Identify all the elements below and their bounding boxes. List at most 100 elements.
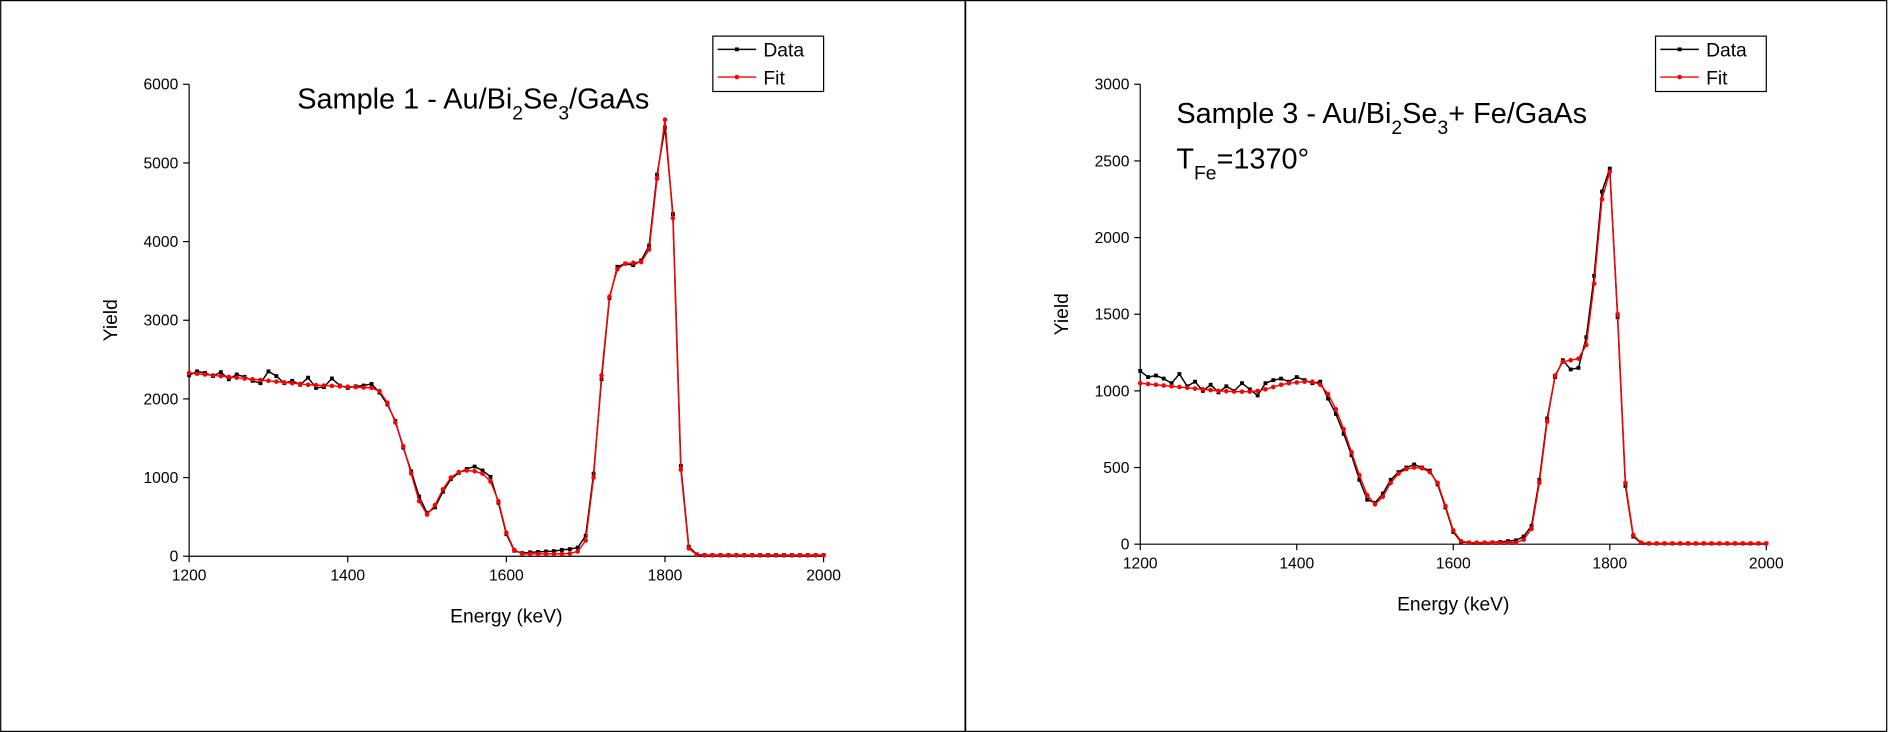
data-point	[1310, 379, 1315, 384]
data-point	[400, 443, 406, 449]
series	[1138, 166, 1769, 546]
data-point	[1240, 381, 1244, 386]
series-line	[1140, 171, 1767, 545]
data-point	[1216, 388, 1221, 394]
data-point	[757, 553, 763, 558]
data-point	[1224, 384, 1229, 389]
data-point	[1224, 388, 1229, 394]
data-point	[1326, 396, 1330, 401]
chart-title-part: Se	[1402, 98, 1437, 130]
data-point	[1208, 382, 1213, 387]
annotation-part: T	[1176, 144, 1194, 176]
data-point	[765, 553, 771, 558]
data-point	[1591, 281, 1597, 286]
data-point	[813, 553, 818, 558]
data-point	[408, 471, 414, 476]
data-point	[1677, 47, 1682, 52]
panel-border	[965, 0, 1888, 732]
data-point	[1263, 381, 1268, 386]
data-point	[1756, 541, 1761, 546]
chart-title-part: 3	[558, 103, 569, 124]
data-point	[258, 381, 263, 386]
data-point	[218, 373, 224, 379]
data-point	[1521, 537, 1526, 542]
data-point	[694, 552, 699, 557]
x-axis-label: Energy (keV)	[450, 606, 562, 627]
data-point	[1325, 391, 1331, 397]
data-point	[1270, 384, 1276, 390]
data-point	[1474, 540, 1480, 545]
data-point	[488, 479, 493, 484]
y-tick-label: 1000	[143, 470, 178, 487]
data-point	[1419, 466, 1425, 471]
data-point	[599, 373, 604, 378]
data-point	[615, 266, 620, 272]
data-point	[1169, 381, 1174, 386]
data-point	[591, 475, 596, 480]
data-point	[615, 264, 620, 269]
data-point	[1302, 379, 1307, 384]
data-point	[797, 553, 803, 558]
data-point	[575, 549, 581, 554]
y-tick-label: 1500	[1095, 307, 1130, 324]
data-point	[544, 549, 548, 554]
data-point	[226, 377, 231, 382]
y-axis-label: Yield	[1052, 293, 1073, 335]
data-point	[1443, 503, 1448, 509]
legend-box	[712, 35, 825, 93]
x-tick-label: 1800	[1592, 555, 1627, 572]
data-point	[440, 487, 446, 492]
y-tick-label: 5000	[143, 155, 178, 172]
data-point	[1412, 462, 1417, 467]
series	[187, 125, 826, 557]
x-tick-label: 1200	[172, 567, 207, 584]
data-point	[1584, 335, 1589, 340]
data-point	[749, 553, 755, 558]
y-tick-label: 2500	[1095, 153, 1130, 170]
y-tick-label: 3000	[143, 313, 178, 330]
data-point	[1497, 540, 1503, 545]
data-point	[1279, 376, 1284, 381]
data-point	[305, 382, 311, 388]
y-tick-label: 0	[1121, 537, 1130, 554]
chart-title: Sample 1 - Au/Bi2Se3/GaAs	[297, 83, 649, 123]
data-point	[448, 475, 454, 480]
data-point	[575, 545, 580, 550]
data-point	[1239, 389, 1245, 394]
data-point	[1193, 379, 1197, 384]
data-point	[1513, 540, 1519, 545]
data-point	[210, 373, 216, 378]
data-point	[337, 384, 343, 389]
data-point	[1341, 431, 1346, 436]
x-tick-label: 1600	[489, 567, 524, 584]
data-point	[314, 385, 318, 390]
data-point	[702, 553, 707, 558]
data-point	[282, 380, 287, 385]
data-point	[559, 551, 565, 557]
data-point	[1161, 376, 1166, 381]
chart-title-part: 2	[512, 103, 523, 124]
data-point	[306, 375, 311, 380]
y-tick-label: 3000	[1095, 77, 1130, 94]
chart-title-part: 3	[1437, 117, 1448, 138]
data-point	[1490, 540, 1495, 545]
data-point	[440, 489, 445, 494]
x-tick-label: 2000	[1749, 555, 1784, 572]
data-point	[678, 467, 684, 472]
data-point	[1748, 541, 1753, 546]
series-line	[1139, 168, 1767, 545]
data-point	[1231, 389, 1237, 394]
legend-label: Data	[763, 41, 804, 62]
chart-title-part: Sample 3 - Au/Bi	[1176, 98, 1391, 130]
data-point	[1670, 541, 1675, 546]
data-point	[194, 371, 200, 377]
data-point	[424, 512, 430, 517]
data-point	[1333, 406, 1339, 412]
data-point	[821, 553, 826, 558]
data-point	[552, 549, 556, 554]
data-point	[551, 551, 557, 557]
data-point	[1380, 494, 1386, 499]
data-point	[1396, 471, 1401, 476]
data-point	[1677, 541, 1683, 546]
legend-label: Data	[1706, 41, 1747, 62]
